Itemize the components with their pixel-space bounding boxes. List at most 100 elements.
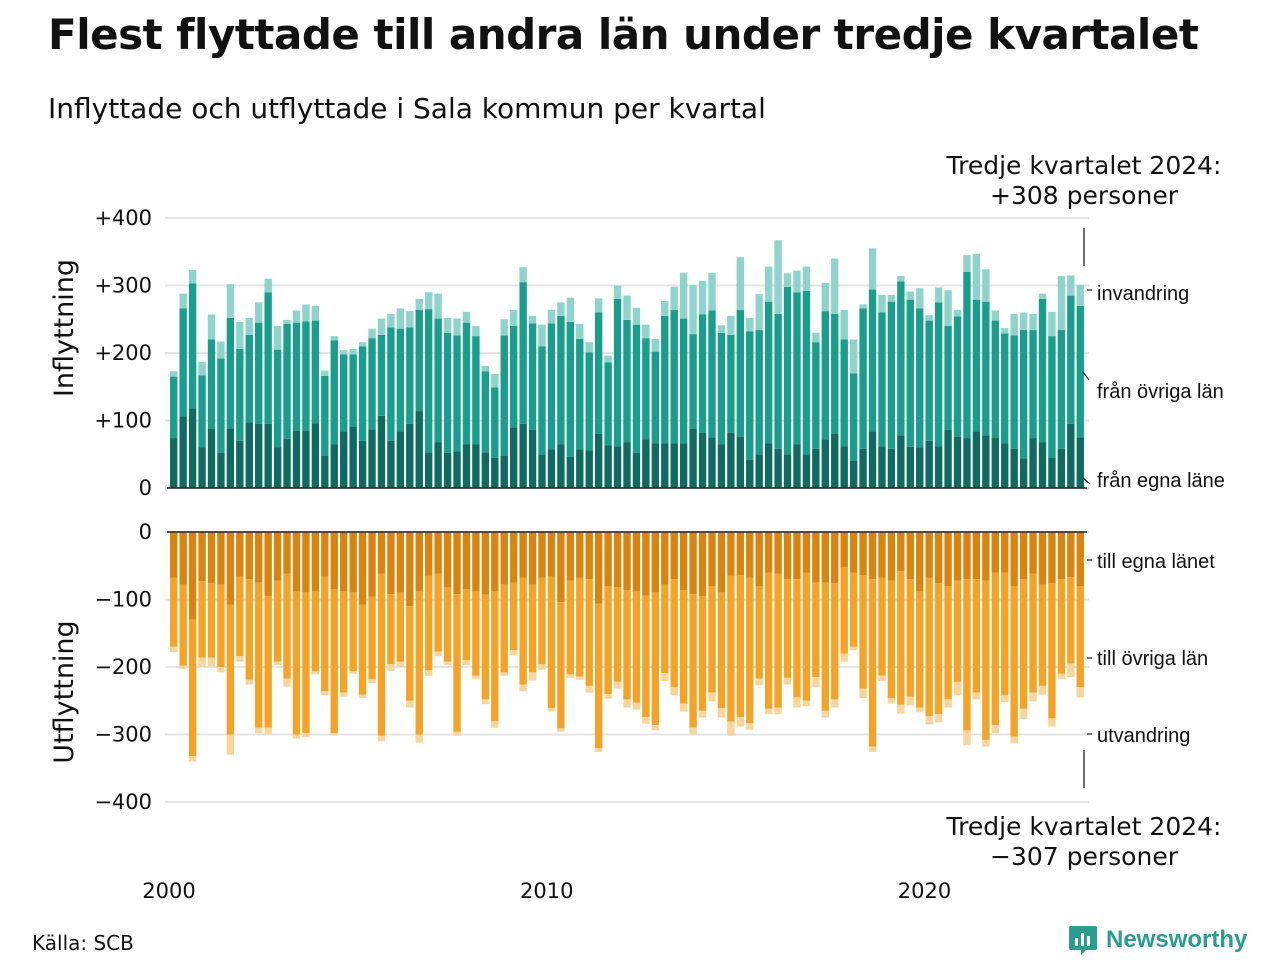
outflow-bar-segment (802, 700, 811, 707)
outflow-bar-segment (387, 664, 395, 672)
inflow-bar-segment (727, 334, 735, 433)
outflow-bar-segment (358, 694, 367, 699)
inflow-bar-segment (528, 429, 537, 488)
inflow-bar-segment (802, 290, 811, 455)
inflow-bar-segment (273, 349, 282, 448)
outflow-bar-segment (934, 714, 943, 723)
inflow-bar-segment (982, 435, 990, 488)
newsworthy-logo-icon (1069, 926, 1097, 955)
inflow-bar-segment (519, 423, 527, 488)
inflow-y-tick: +100 (94, 409, 152, 433)
outflow-bar-segment (623, 699, 631, 708)
outflow-bar-segment (321, 532, 329, 577)
outflow-bar-segment (651, 592, 660, 726)
inflow-bar-segment (802, 454, 811, 488)
outflow-bar-segment (868, 746, 877, 753)
inflow-bar-segment (434, 293, 442, 319)
inflow-bar-segment (462, 311, 471, 323)
outflow-bar-segment (236, 532, 244, 577)
inflow-bar-segment (472, 336, 480, 445)
outflow-bar-segment (953, 532, 962, 581)
outflow-bar-segment (566, 532, 575, 581)
inflow-bar-segment (736, 309, 745, 437)
inflow-bar-segment (358, 342, 367, 347)
outflow-bar-segment (1048, 583, 1056, 719)
inflow-bar-segment (321, 370, 329, 376)
outflow-bar-segment (509, 582, 518, 651)
inflow-bar-segment (840, 446, 848, 488)
inflow-y-tick: +400 (94, 206, 152, 230)
inflow-bar-segment (311, 305, 320, 321)
inflow-bar-segment (831, 313, 839, 434)
outflow-bar-segment (302, 733, 310, 738)
outflow-bar-segment (623, 590, 631, 700)
inflow-bar-segment (934, 446, 943, 488)
inflow-bar-segment (963, 438, 971, 488)
inflow-bar-segment (576, 323, 584, 339)
inflow-bar-segment (849, 373, 858, 461)
outflow-bar-segment (481, 532, 490, 595)
inflow-bar-segment (878, 294, 886, 313)
inflow-bar-segment (415, 411, 423, 488)
outflow-bar-segment (849, 532, 858, 573)
outflow-bar-segment (755, 586, 763, 679)
outflow-bar-segment (292, 532, 301, 592)
inflow-bar-segment (387, 440, 395, 488)
inflow-bar-segment (443, 317, 452, 333)
inflow-bar-segment (594, 312, 603, 434)
outflow-bar-segment (991, 572, 999, 726)
outflow-bar-segment (264, 727, 272, 735)
outflow-bar-segment (698, 596, 707, 711)
axis-labels: 0 +100 +200 +300 +400 0 −100 −200 −300 −400 2000 20… (49, 206, 951, 903)
inflow-bar-segment (273, 326, 282, 350)
inflow-legend-label: invandring (1097, 283, 1189, 305)
outflow-bar-segment (613, 681, 622, 689)
outflow-bar-segment (557, 602, 565, 729)
inflow-bar-segment (415, 309, 423, 412)
inflow-bar-segment (698, 280, 707, 315)
outflow-bar-segment (916, 532, 924, 592)
inflow-bar-segment (538, 346, 546, 455)
inflow-bar-segment (236, 321, 244, 349)
outflow-bar-segment (736, 575, 745, 717)
outflow-bar-segment (868, 532, 877, 580)
inflow-bar-segment (179, 293, 187, 309)
outflow-bar-segment (415, 532, 423, 592)
outflow-bar-segment (651, 725, 660, 731)
inflow-bar-segment (179, 308, 187, 417)
outflow-bar-segment (226, 532, 235, 605)
outflow-bar-segment (500, 672, 508, 676)
inflow-bar-segment (576, 338, 584, 450)
inflow-bar-segment (1048, 457, 1056, 488)
outflow-bar-segment (349, 671, 357, 674)
outflow-bar-segment (594, 603, 603, 748)
outflow-bar-segment (604, 532, 612, 586)
inflow-bar-segment (283, 323, 291, 439)
outflow-bar-segment (812, 532, 820, 583)
outflow-bar-segment (727, 721, 735, 736)
inflow-bar-segment (991, 438, 999, 488)
outflow-bar-segment (207, 583, 216, 658)
inflow-bar-segment (736, 257, 745, 310)
outflow-y-tick: −300 (94, 723, 152, 747)
outflow-bar-segment (1038, 532, 1047, 585)
outflow-bar-segment (755, 678, 763, 686)
inflow-bar-segment (236, 440, 244, 488)
inflow-bar-segment (557, 302, 565, 316)
outflow-bar-segment (245, 579, 253, 680)
outflow-legend-label: till övriga län (1097, 648, 1208, 670)
outflow-bar-segment (481, 594, 490, 700)
inflow-bar-segment (868, 248, 877, 290)
outflow-bar-segment (972, 532, 981, 580)
outflow-bar-segment (604, 694, 612, 699)
inflow-bar-segment (509, 427, 518, 488)
outflow-bar-segment (934, 583, 943, 715)
outflow-bar-segment (661, 584, 669, 674)
inflow-bar-segment (953, 309, 962, 317)
outflow-bar-segment (812, 677, 820, 688)
outflow-bar-segment (226, 604, 235, 735)
inflow-bar-segment (651, 338, 660, 352)
outflow-bar-segment (651, 532, 660, 593)
inflow-bar-segment (217, 452, 225, 488)
outflow-bar-segment (821, 532, 829, 583)
